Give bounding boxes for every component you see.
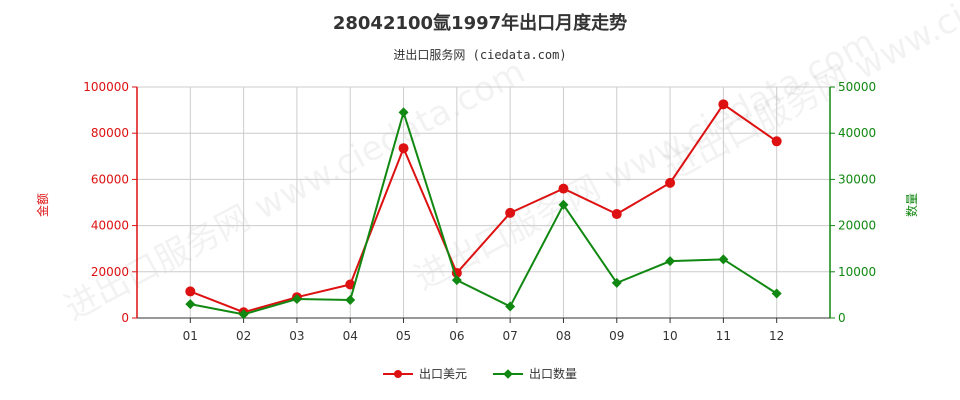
x-tick-label: 07 bbox=[503, 329, 518, 343]
left-tick-label: 60000 bbox=[91, 172, 129, 186]
quantity-data-point bbox=[291, 294, 302, 305]
quantity-series-line bbox=[190, 108, 778, 316]
quantity-data-point bbox=[505, 301, 516, 312]
x-tick-label: 05 bbox=[396, 329, 411, 343]
watermark-text: 进出口服务网 www.ciedata.com bbox=[58, 52, 531, 329]
legend-diamond-icon bbox=[503, 368, 513, 379]
x-tick-label: 04 bbox=[343, 329, 358, 343]
quantity-data-point bbox=[398, 107, 409, 118]
axes: 0 20000 40000 60000 80000 100000 0 10000 20000 30… bbox=[35, 80, 919, 343]
right-tick-label: 30000 bbox=[838, 172, 876, 186]
x-tick-label: 02 bbox=[236, 329, 251, 343]
left-tick-label: 100000 bbox=[83, 80, 129, 94]
amount-data-point bbox=[558, 183, 569, 194]
quantity-data-point bbox=[451, 275, 462, 286]
right-tick-label: 20000 bbox=[838, 219, 876, 233]
legend: 出口美元 出口数量 bbox=[0, 365, 960, 382]
quantity-data-point bbox=[345, 294, 356, 305]
quantity-data-point bbox=[718, 254, 729, 265]
watermark-text: 进出口服务网 www.ciedata.com bbox=[658, 0, 960, 189]
x-tick-label: 03 bbox=[289, 329, 304, 343]
legend-label-quantity: 出口数量 bbox=[529, 367, 578, 381]
amount-data-point bbox=[345, 279, 356, 290]
right-tick-label: 0 bbox=[838, 311, 846, 325]
x-tick-label: 01 bbox=[183, 329, 198, 343]
left-tick-label: 80000 bbox=[91, 126, 129, 140]
amount-data-point bbox=[398, 143, 409, 154]
quantity-data-point bbox=[185, 299, 196, 310]
x-tick-label: 09 bbox=[609, 329, 624, 343]
left-tick-label: 0 bbox=[121, 311, 129, 325]
x-tick-label: 08 bbox=[556, 329, 571, 343]
amount-data-point bbox=[771, 136, 782, 147]
series-layer bbox=[185, 99, 782, 320]
left-tick-label: 20000 bbox=[91, 265, 129, 279]
left-tick-label: 40000 bbox=[91, 219, 129, 233]
right-tick-label: 40000 bbox=[838, 126, 876, 140]
x-tick-label: 11 bbox=[716, 329, 731, 343]
quantity-data-point bbox=[611, 277, 622, 288]
legend-item-quantity[interactable]: 出口数量 bbox=[493, 365, 577, 382]
amount-data-point bbox=[185, 286, 196, 297]
left-axis-title: 金额 bbox=[35, 193, 50, 217]
x-tick-label: 10 bbox=[662, 329, 677, 343]
right-axis-title: 数量 bbox=[904, 193, 919, 217]
amount-data-point bbox=[718, 99, 729, 110]
legend-line-quantity bbox=[493, 368, 523, 379]
quantity-data-point bbox=[665, 256, 676, 267]
amount-data-point bbox=[611, 209, 622, 220]
legend-label-amount: 出口美元 bbox=[418, 367, 467, 381]
amount-series-line bbox=[189, 102, 778, 314]
legend-line-amount bbox=[382, 369, 413, 378]
quantity-data-point bbox=[771, 288, 782, 299]
quantity-data-point bbox=[558, 199, 569, 210]
amount-data-point bbox=[665, 177, 676, 188]
legend-item-amount[interactable]: 出口美元 bbox=[382, 365, 467, 382]
x-tick-label: 06 bbox=[449, 329, 464, 343]
right-tick-label: 50000 bbox=[838, 80, 876, 94]
quantity-data-point bbox=[238, 309, 249, 320]
chart-title: 28042100氩1997年出口月度走势 bbox=[332, 13, 628, 34]
watermark-text: 进出口服务网 www.ciedata.com bbox=[408, 22, 881, 299]
amount-data-point bbox=[505, 207, 516, 218]
chart-subtitle: 进出口服务网 (ciedata.com) bbox=[393, 48, 567, 62]
right-tick-label: 10000 bbox=[838, 265, 876, 279]
x-tick-label: 12 bbox=[769, 329, 784, 343]
legend-circle-icon bbox=[393, 369, 402, 378]
